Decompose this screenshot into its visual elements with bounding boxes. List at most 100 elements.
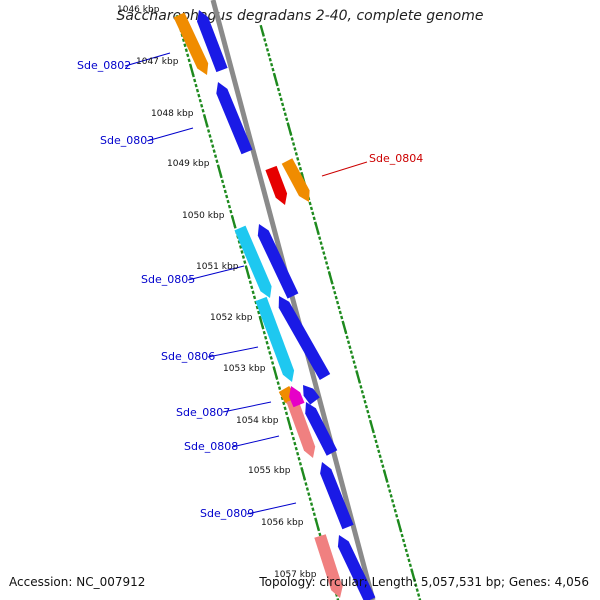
gene-arrow-forward[interactable] [289, 386, 305, 408]
outer-tick [393, 508, 397, 513]
inner-tick [233, 224, 237, 229]
outer-tick [259, 24, 265, 36]
inner-tick [336, 598, 340, 600]
gene-arrow-forward[interactable] [320, 462, 354, 530]
gene-arrow-forward[interactable] [197, 10, 228, 73]
inner-tick [200, 103, 204, 108]
gene-label-sde-0807[interactable]: Sde_0807 [176, 406, 230, 419]
gene-arrow-forward[interactable] [337, 535, 376, 600]
inner-tick [277, 386, 282, 391]
inner-tick [283, 406, 287, 411]
inner-tick [257, 310, 261, 315]
gene-arrow-reverse[interactable] [173, 12, 209, 76]
outer-tick [285, 117, 289, 122]
inner-tick [255, 305, 259, 310]
inner-tick [252, 295, 257, 300]
outer-tick [278, 92, 282, 97]
gene-labels: Sde_0802 Sde_0803 Sde_0804 Sde_0805 Sde_0806… [77, 59, 423, 520]
genome-backbone [210, 0, 376, 600]
inner-tick [311, 507, 315, 512]
inner-tick [205, 124, 209, 128]
inner-tick [266, 345, 271, 350]
gene-label-sde-0802[interactable]: Sde_0802 [77, 59, 131, 72]
kbp-label: 1047 kbp [136, 57, 179, 67]
gene-label-sde-0808[interactable]: Sde_0808 [184, 440, 238, 453]
inner-tick [297, 456, 301, 461]
outer-tick [349, 350, 353, 355]
leader-line [146, 127, 194, 142]
outer-tick [335, 300, 340, 305]
outer-tick [364, 404, 369, 409]
inner-tick [189, 65, 195, 76]
outer-tick [341, 322, 347, 333]
inner-tick [184, 48, 188, 53]
inner-tick [231, 216, 237, 227]
inner-tick [309, 502, 314, 507]
gene-features [173, 10, 376, 600]
gene-label-sde-0805[interactable]: Sde_0805 [141, 273, 195, 286]
outer-tick [388, 489, 392, 493]
inner-tick [186, 53, 190, 58]
leader-line [246, 502, 297, 515]
outer-tick [275, 82, 279, 87]
inner-tick [271, 361, 275, 365]
gene-arrow-forward[interactable] [305, 402, 338, 456]
inner-tick [215, 159, 219, 164]
outer-tick [320, 246, 325, 250]
outer-tick [273, 74, 279, 85]
gene-arrow-reverse[interactable] [314, 534, 343, 598]
kbp-label: 1046 kbp [117, 5, 160, 15]
outer-tick [404, 548, 408, 553]
gene-arrow-forward[interactable] [257, 224, 299, 299]
inner-tick [245, 267, 251, 278]
inner-tick [275, 376, 279, 380]
outer-tick [353, 365, 358, 369]
kbp-scale-labels: 1046 kbp 1047 kbp 1048 kbp 1049 kbp 1050 kbp… [117, 5, 317, 580]
inner-tick [208, 134, 212, 138]
gene-arrow-forward[interactable] [278, 296, 331, 380]
outer-tick [324, 261, 329, 265]
gene-arrow-reverse[interactable] [255, 296, 295, 382]
gene-label-sde-0804[interactable]: Sde_0804 [369, 152, 423, 165]
inner-tick [211, 144, 215, 148]
outer-tick [355, 371, 361, 383]
outer-tick [330, 280, 334, 285]
gene-label-sde-0809[interactable]: Sde_0809 [200, 507, 254, 520]
outer-tick [281, 102, 285, 107]
outer-tick [297, 161, 301, 166]
outer-tick [326, 266, 330, 270]
inner-tick [187, 58, 191, 63]
outer-tick [340, 315, 344, 320]
kbp-label: 1049 kbp [167, 159, 210, 169]
outer-tick [367, 414, 371, 419]
gene-arrow-forward[interactable] [216, 82, 253, 155]
leader-line [124, 52, 171, 67]
outer-tick [322, 251, 326, 255]
gene-arrow-reverse[interactable] [281, 158, 310, 202]
outer-tick [267, 52, 271, 57]
outer-tick [379, 459, 384, 464]
inner-tick [258, 317, 264, 328]
inner-tick [293, 441, 297, 446]
inner-tick [247, 275, 251, 280]
gene-label-sde-0803[interactable]: Sde_0803 [100, 134, 154, 147]
gene-arrow-reverse[interactable] [265, 165, 288, 205]
leader-line [187, 265, 245, 281]
inner-tick [290, 431, 294, 436]
gene-label-sde-0806[interactable]: Sde_0806 [161, 350, 215, 363]
outer-tick [261, 33, 265, 37]
inner-tick [282, 401, 286, 406]
outer-tick [403, 543, 407, 548]
inner-tick [197, 93, 201, 98]
inner-tick [220, 179, 225, 184]
inner-tick [226, 199, 230, 204]
outer-tick [268, 57, 272, 62]
inner-tick [222, 184, 226, 189]
inner-tick [209, 139, 213, 143]
inner-tick [223, 189, 227, 194]
inner-tick [251, 290, 255, 295]
gene-arrow-reverse[interactable] [234, 225, 272, 298]
gene-arrow-forward[interactable] [303, 385, 320, 405]
leader-line [321, 161, 368, 177]
gene-arrow-reverse[interactable] [286, 398, 316, 458]
